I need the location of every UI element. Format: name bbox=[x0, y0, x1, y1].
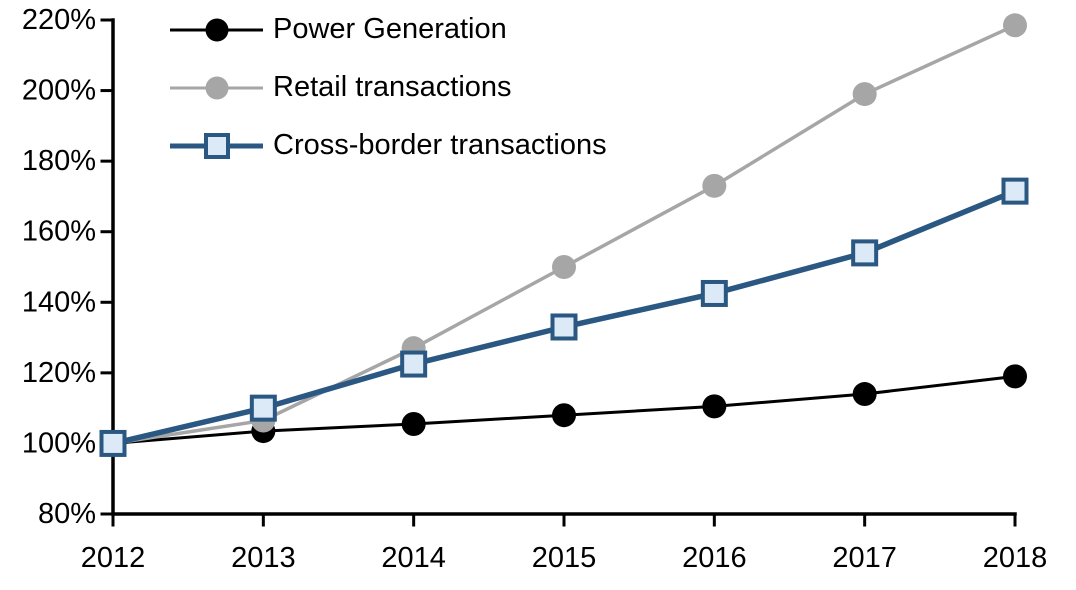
legend-item-cross-border-transactions: Cross-border transactions bbox=[170, 127, 607, 164]
x-tick-label: 2016 bbox=[682, 542, 747, 574]
circle-marker-icon bbox=[205, 18, 228, 41]
data-point-circle bbox=[702, 394, 727, 419]
x-tick-label: 2018 bbox=[983, 542, 1048, 574]
data-point-circle bbox=[1003, 364, 1027, 389]
data-point-circle bbox=[852, 82, 877, 107]
legend-marker-power-generation bbox=[170, 14, 263, 46]
data-point-circle bbox=[852, 382, 877, 407]
circle-marker-icon bbox=[205, 76, 228, 99]
x-tick-label: 2012 bbox=[81, 542, 146, 574]
data-point-circle bbox=[401, 412, 426, 437]
y-tick-label: 80% bbox=[38, 498, 96, 530]
legend-label-cross-border-transactions: Cross-border transactions bbox=[273, 129, 607, 161]
data-point-square bbox=[400, 350, 428, 378]
y-tick-label: 100% bbox=[22, 427, 96, 459]
x-tick-label: 2014 bbox=[381, 542, 446, 574]
data-point-square bbox=[550, 313, 578, 341]
legend-marker-cross-border-transactions bbox=[170, 130, 263, 162]
data-point-square bbox=[1001, 177, 1029, 205]
legend-marker-retail-transactions bbox=[170, 72, 263, 104]
y-tick-label: 200% bbox=[22, 75, 96, 107]
data-point-square bbox=[851, 239, 879, 267]
legend-label-power-generation: Power Generation bbox=[273, 13, 507, 45]
legend-label-retail-transactions: Retail transactions bbox=[273, 71, 512, 103]
y-tick-label: 160% bbox=[22, 216, 96, 248]
data-point-circle bbox=[1003, 13, 1027, 38]
x-tick-label: 2013 bbox=[231, 542, 296, 574]
data-point-circle bbox=[552, 403, 576, 428]
x-tick-label: 2017 bbox=[832, 542, 897, 574]
y-tick-label: 140% bbox=[22, 286, 96, 318]
square-marker-icon bbox=[203, 132, 230, 159]
legend-item-retail-transactions: Retail transactions bbox=[170, 69, 607, 106]
y-tick-label: 120% bbox=[22, 357, 96, 389]
y-tick-label: 180% bbox=[22, 145, 96, 177]
data-point-circle bbox=[702, 173, 727, 198]
data-point-circle bbox=[552, 255, 576, 279]
data-point-square bbox=[99, 429, 127, 457]
legend: Power Generation Retail transactions Cro… bbox=[170, 11, 607, 185]
legend-item-power-generation: Power Generation bbox=[170, 11, 607, 48]
data-point-square bbox=[249, 394, 277, 422]
y-tick-label: 220% bbox=[22, 4, 96, 36]
x-tick-label: 2015 bbox=[532, 542, 597, 574]
data-point-square bbox=[700, 279, 728, 307]
